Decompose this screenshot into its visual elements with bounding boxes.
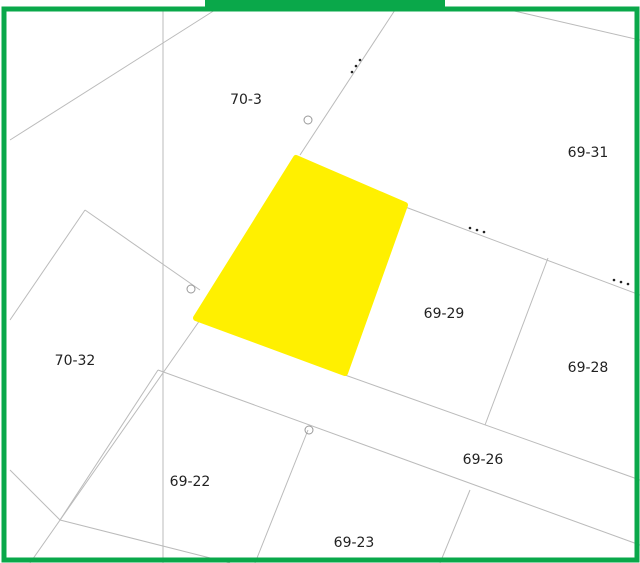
parcel-label: 69-23	[334, 535, 375, 551]
parcel-label: 69-31	[568, 145, 609, 161]
parcel-label: 69-28	[568, 360, 609, 376]
parcel-label: 70-3	[230, 92, 262, 108]
dots	[350, 58, 630, 286]
parcel-label: 70-32	[55, 353, 96, 369]
parcel-lines	[9, 9, 640, 563]
selected-parcel[interactable]	[193, 155, 408, 376]
parcel-label: 69-26	[463, 452, 504, 468]
parcel-label: 69-29	[424, 306, 465, 322]
parcel-label: 69-22	[170, 474, 211, 490]
markers	[186, 115, 314, 435]
top-tab	[205, 0, 445, 9]
